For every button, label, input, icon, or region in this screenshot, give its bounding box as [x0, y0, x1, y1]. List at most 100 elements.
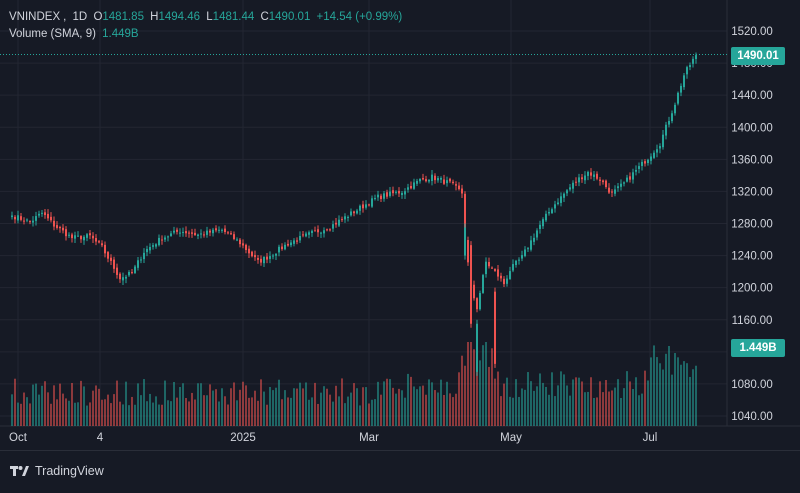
candle-body — [236, 239, 238, 241]
volume-bar — [449, 393, 451, 426]
volume-bar — [602, 392, 604, 426]
candle-body — [641, 161, 643, 166]
volume-label[interactable]: Volume (SMA, 9) — [9, 28, 96, 40]
interval-label[interactable]: 1D — [72, 11, 88, 23]
candle-body — [668, 120, 670, 125]
volume-bar — [95, 385, 97, 426]
volume-bar — [338, 396, 340, 426]
volume-bar — [497, 371, 499, 426]
volume-bar — [500, 396, 502, 426]
candle-body — [17, 215, 19, 221]
candle-body — [638, 166, 640, 169]
candle-body — [146, 248, 148, 253]
candle-body — [206, 230, 208, 235]
candle-body — [674, 104, 676, 114]
volume-bar — [440, 379, 442, 426]
volume-bar — [242, 381, 244, 426]
candle-body — [266, 256, 268, 260]
candle-body — [443, 179, 445, 184]
volume-bar — [89, 402, 91, 426]
x-tick-label: 4 — [97, 432, 104, 444]
volume-bar — [407, 373, 409, 426]
time-axis: Oct 4 2025 Mar May Jul — [9, 432, 657, 444]
candle-body — [275, 253, 277, 256]
volume-bar — [230, 388, 232, 426]
volume-bar — [485, 342, 487, 426]
volume-bar — [221, 388, 223, 426]
volume-bar — [569, 395, 571, 426]
volume-bar — [536, 386, 538, 426]
candle-body — [122, 277, 124, 281]
candle-body — [590, 172, 592, 176]
volume-bar — [212, 390, 214, 426]
volume-bar — [248, 397, 250, 426]
volume-bar — [695, 365, 697, 426]
candle-body — [278, 246, 280, 253]
x-tick-label: Jul — [643, 432, 658, 444]
volume-bar — [26, 397, 28, 426]
volume-bar — [323, 386, 325, 426]
candle-body — [248, 248, 250, 254]
volume-tag: 1.449B — [731, 339, 785, 357]
candle-body — [173, 230, 175, 233]
candle-body — [515, 260, 517, 265]
candle-body — [380, 195, 382, 200]
candle-body — [32, 220, 34, 223]
volume-bar — [68, 400, 70, 426]
volume-bar — [482, 345, 484, 426]
volume-bar — [578, 377, 580, 426]
candle-body — [665, 124, 667, 136]
candle-body — [392, 190, 394, 194]
volume-bar — [329, 394, 331, 426]
candle-body — [317, 229, 319, 233]
y-tick-label: 1440.00 — [731, 90, 773, 102]
volume-bar — [29, 403, 31, 426]
candle-body — [26, 219, 28, 221]
volume-bar — [263, 391, 265, 426]
candle-body — [341, 219, 343, 221]
volume-bar — [65, 398, 67, 426]
volume-bar — [233, 382, 235, 426]
candle-body — [338, 219, 340, 226]
volume-bar — [302, 388, 304, 426]
candle-body — [683, 75, 685, 88]
volume-bar — [644, 370, 646, 426]
volume-bar — [392, 387, 394, 426]
candle-body — [152, 245, 154, 247]
candle-body — [224, 228, 226, 233]
volume-bar — [587, 391, 589, 426]
volume-bar — [149, 393, 151, 426]
candle-body — [419, 178, 421, 182]
candle-body — [467, 240, 469, 263]
candle-body — [257, 257, 259, 260]
volume-bar — [605, 380, 607, 426]
candle-body — [323, 230, 325, 234]
candle-body — [377, 194, 379, 198]
volume-bar — [11, 394, 13, 426]
candle-body — [500, 275, 502, 279]
volume-bar — [131, 396, 133, 426]
candle-body — [44, 212, 46, 216]
candle-body — [485, 261, 487, 275]
volume-bar — [86, 405, 88, 426]
tradingview-branding[interactable]: TradingView — [10, 462, 104, 480]
candle-body — [86, 234, 88, 238]
symbol-name[interactable]: VNINDEX — [9, 11, 61, 23]
candle-body — [188, 232, 190, 234]
volume-bar — [62, 393, 64, 426]
volume-bar — [527, 372, 529, 426]
volume-bar — [269, 386, 271, 426]
volume-bar — [53, 385, 55, 426]
volume-bar — [371, 399, 373, 426]
candle-body — [434, 175, 436, 181]
volume-bar — [194, 399, 196, 426]
candle-body — [254, 255, 256, 258]
volume-bar — [332, 401, 334, 426]
candle-body — [689, 65, 691, 68]
candle-body — [11, 215, 13, 218]
volume-bar — [599, 381, 601, 426]
candle-body — [455, 184, 457, 186]
volume-bar — [467, 342, 469, 426]
